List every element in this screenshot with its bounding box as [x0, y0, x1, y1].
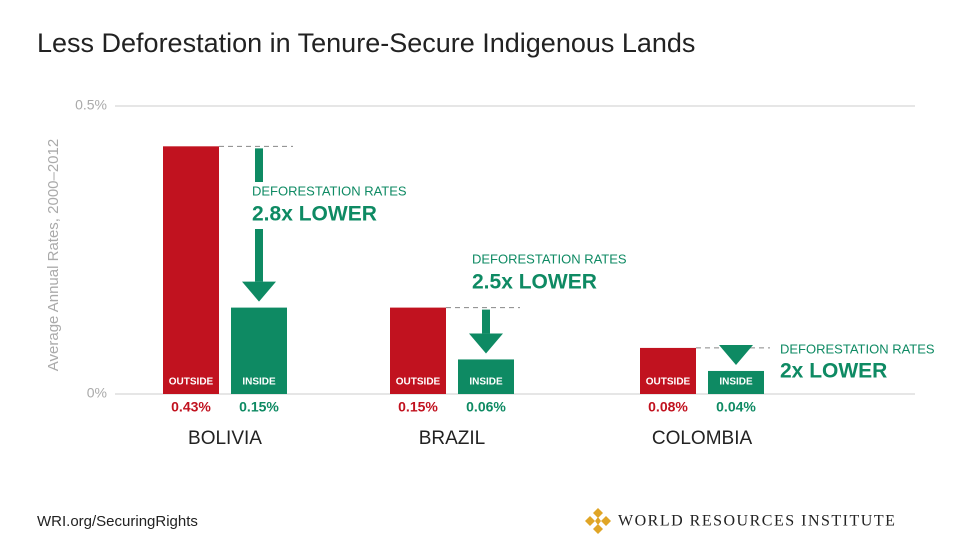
value-label: 0.06% [466, 399, 506, 415]
logo [585, 508, 611, 534]
bar-series-label: INSIDE [719, 377, 753, 388]
bar-series-label: INSIDE [469, 377, 503, 388]
value-label: 0.43% [171, 399, 211, 415]
bar [231, 307, 287, 394]
annotation-background [778, 340, 920, 386]
annotation-line1: DEFORESTATION RATES [472, 251, 627, 266]
x-tick-label: COLOMBIA [652, 428, 753, 449]
annotation-background [250, 182, 392, 229]
annotation-background [470, 250, 612, 297]
bar [708, 370, 764, 394]
annotation-line2: 2.8x LOWER [252, 203, 377, 226]
annotation-line2: 2.5x LOWER [472, 271, 597, 294]
bar-series-label: OUTSIDE [646, 377, 691, 388]
y-tick-label: 0.5% [75, 97, 107, 113]
bar-series-label: OUTSIDE [169, 377, 214, 388]
value-label: 0.04% [716, 399, 756, 415]
value-label: 0.15% [398, 399, 438, 415]
annotation-line1: DEFORESTATION RATES [252, 183, 407, 198]
arrow-head [719, 344, 753, 365]
y-tick-label: 0% [87, 385, 107, 401]
value-label: 0.15% [239, 399, 279, 415]
bar [458, 359, 514, 394]
footer-organization: WORLD RESOURCES INSTITUTE [618, 513, 896, 530]
y-axis-label: Average Annual Rates, 2000–2012 [45, 139, 62, 371]
x-tick-label: BRAZIL [419, 428, 486, 449]
bar [163, 146, 219, 394]
value-label: 0.08% [648, 399, 688, 415]
footer-url: WRI.org/SecuringRights [37, 513, 198, 530]
bar-series-label: INSIDE [242, 377, 276, 388]
arrow-head [242, 281, 276, 302]
annotation-line1: DEFORESTATION RATES [780, 341, 935, 356]
chart-title: Less Deforestation in Tenure-Secure Indi… [37, 28, 695, 58]
x-tick-label: BOLIVIA [188, 428, 262, 449]
bar-series-label: OUTSIDE [396, 377, 441, 388]
annotation-line2: 2x LOWER [780, 360, 887, 383]
bar [390, 307, 446, 394]
arrow-head [469, 333, 503, 354]
bar [640, 347, 696, 394]
